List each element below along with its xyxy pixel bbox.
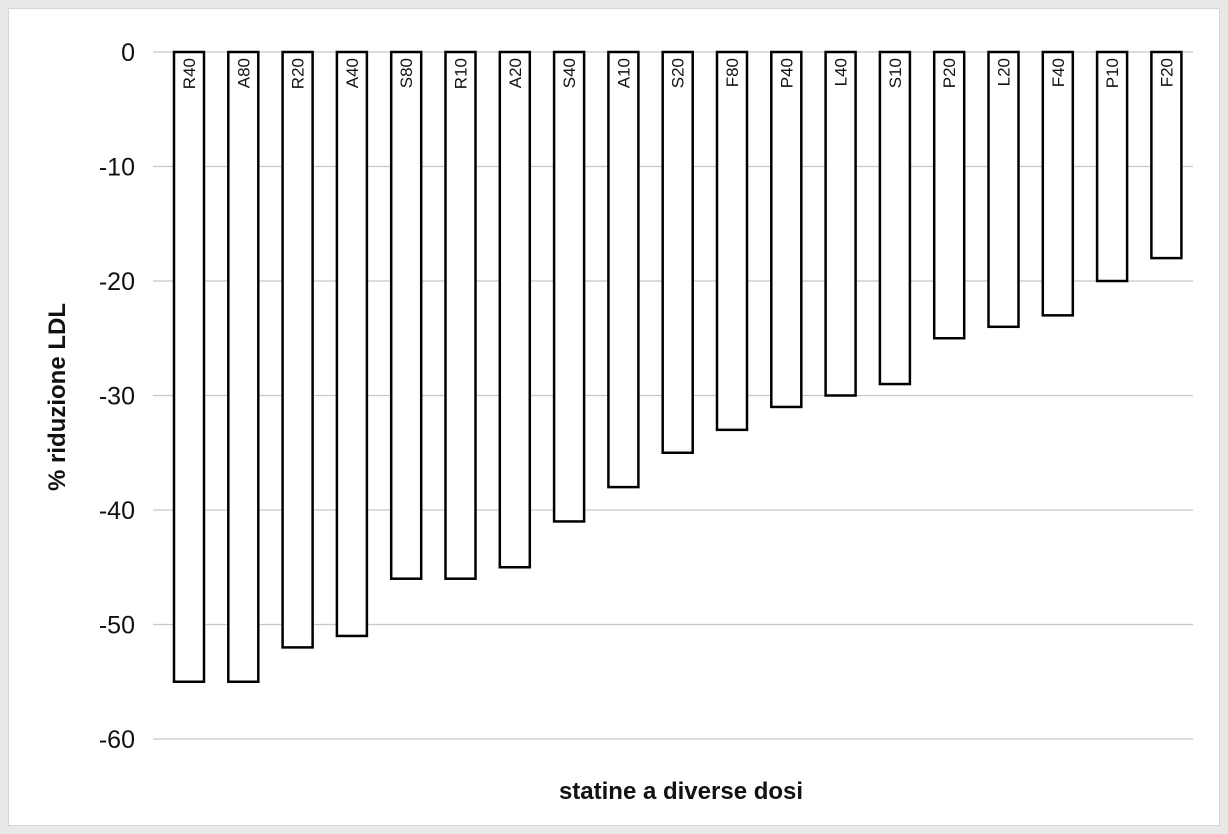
y-tick-label: -30: [99, 383, 135, 411]
category-label: R10: [452, 58, 471, 89]
bar-l20: [987, 50, 1020, 329]
category-label: P10: [1103, 58, 1122, 88]
bar-p40: [770, 50, 803, 409]
bar-s80: [389, 50, 423, 580]
bar-r10: [444, 50, 477, 580]
category-label: S80: [397, 58, 416, 88]
bar-r20: [281, 50, 314, 649]
bars: [172, 50, 1183, 683]
bar-f80: [715, 50, 749, 432]
category-label: S40: [560, 58, 579, 88]
bar-a40: [335, 50, 369, 638]
bar-chart: 0 -10 -20 -30 -40 -50 -60 R40 A80 R20 A40 S80 R10 A2…: [44, 39, 1193, 805]
bar-f20: [1150, 50, 1183, 260]
bar-p20: [932, 50, 966, 340]
y-tick-label: -50: [99, 612, 135, 640]
category-label: P40: [777, 58, 796, 88]
y-tick-label: -40: [99, 497, 135, 525]
category-label: A10: [614, 58, 633, 88]
bar-a20: [498, 50, 532, 569]
category-label: P20: [940, 58, 959, 88]
y-tick-label: 0: [121, 39, 135, 67]
y-tick-label: -60: [99, 726, 135, 754]
bar-s40: [552, 50, 586, 523]
bar-f40: [1041, 50, 1075, 317]
category-labels: R40 A80 R20 A40 S80 R10 A20 S40 A10 S20 F80 P40 L40 S…: [180, 58, 1176, 89]
y-tick-label: -20: [99, 268, 135, 296]
category-label: S20: [669, 58, 688, 88]
category-label: R40: [180, 58, 199, 89]
y-tick-label: -10: [99, 154, 135, 182]
bar-a80: [227, 50, 260, 683]
category-label: A40: [343, 58, 362, 88]
y-axis-title: % riduzione LDL: [44, 303, 71, 491]
bar-a10: [607, 50, 640, 489]
bar-r40: [172, 50, 206, 683]
bar-l40: [824, 50, 857, 397]
category-label: F20: [1157, 58, 1176, 87]
category-label: F80: [723, 58, 742, 87]
category-label: R20: [289, 58, 308, 89]
y-axis-tick-labels: 0 -10 -20 -30 -40 -50 -60: [99, 39, 135, 754]
x-axis-title: statine a diverse dosi: [559, 778, 803, 805]
category-label: L20: [995, 58, 1014, 86]
category-label: F40: [1049, 58, 1068, 87]
chart-frame: 0 -10 -20 -30 -40 -50 -60 R40 A80 R20 A40 S80 R10 A2…: [8, 8, 1220, 826]
category-label: A20: [506, 58, 525, 88]
bar-s20: [661, 50, 694, 454]
bar-p10: [1095, 50, 1129, 283]
bar-s10: [878, 50, 912, 386]
category-label: S10: [886, 58, 905, 88]
category-label: A80: [234, 58, 253, 88]
category-label: L40: [832, 58, 851, 86]
